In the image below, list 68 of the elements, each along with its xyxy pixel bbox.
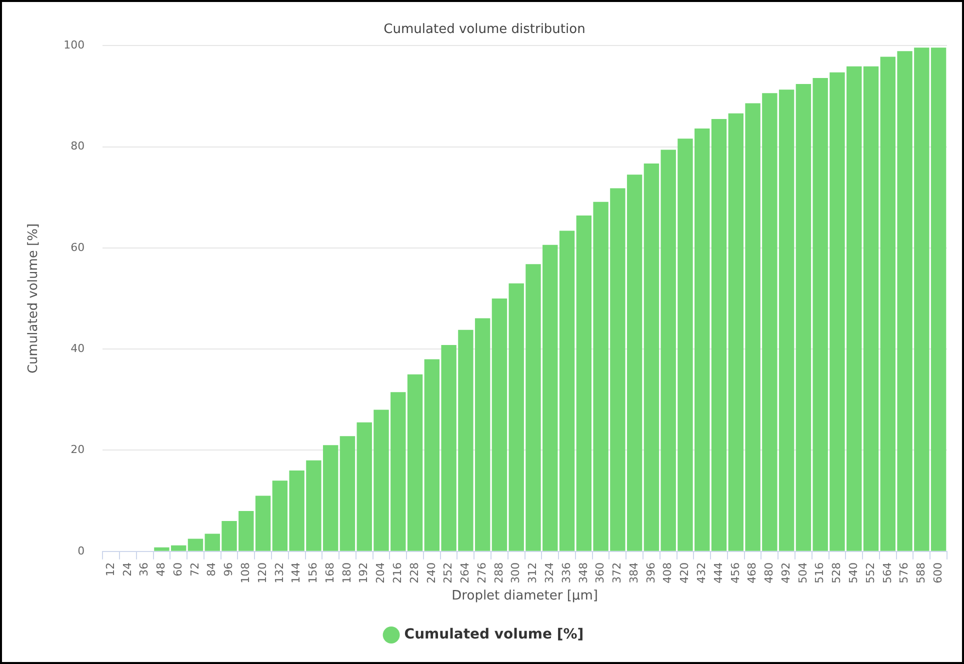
- bar: [255, 496, 271, 551]
- x-tick-label: 504: [796, 562, 810, 584]
- legend-label: Cumulated volume [%]: [404, 626, 584, 643]
- x-tick-label: 588: [914, 562, 928, 584]
- x-tick-label: 420: [678, 562, 692, 584]
- y-tick-label: 0: [78, 544, 85, 558]
- bar: [492, 298, 508, 551]
- x-tick-label: 468: [746, 562, 759, 584]
- x-tick-label: 276: [475, 562, 488, 584]
- y-tick-label: 100: [64, 38, 85, 52]
- x-tick-label: 444: [712, 562, 725, 584]
- y-tick-label: 80: [70, 140, 85, 153]
- x-tick-label: 576: [898, 562, 911, 584]
- x-tick-label: 108: [239, 562, 252, 584]
- bar: [188, 538, 204, 551]
- x-tick-label: 228: [408, 562, 421, 584]
- x-tick-label: 48: [154, 562, 168, 576]
- x-tick-label: 312: [526, 562, 540, 584]
- x-tick-label: 528: [830, 562, 844, 584]
- x-tick-label: 132: [272, 562, 286, 584]
- x-tick-label: 300: [509, 562, 522, 584]
- x-tick-label: 252: [442, 562, 455, 584]
- x-tick-label: 84: [205, 562, 218, 576]
- y-tick-label: 20: [70, 443, 85, 456]
- x-tick-label: 480: [762, 562, 776, 584]
- x-tick-label: 240: [424, 562, 438, 584]
- bar: [340, 436, 356, 551]
- x-tick-label: 384: [627, 562, 640, 584]
- x-tick-label: 600: [931, 562, 944, 584]
- y-tick-label: 60: [70, 240, 85, 254]
- y-axis-title: Cumulated volume [%]: [26, 223, 42, 374]
- x-tick-label: 396: [644, 562, 658, 584]
- x-tick-label: 168: [323, 562, 336, 584]
- x-tick-label: 564: [880, 562, 894, 584]
- x-tick-label: 156: [306, 562, 320, 584]
- x-tick-label: 36: [138, 562, 151, 576]
- y-tick-label: 40: [70, 342, 85, 355]
- x-tick-label: 204: [374, 562, 388, 584]
- bar: [711, 118, 727, 551]
- x-tick-label: 120: [256, 562, 269, 584]
- x-tick-label: 144: [290, 562, 303, 584]
- x-tick-label: 432: [694, 562, 708, 584]
- x-tick-label: 12: [104, 562, 117, 576]
- x-tick-label: 336: [560, 562, 573, 584]
- x-tick-label: 60: [171, 562, 184, 576]
- x-tick-label: 24: [120, 562, 134, 576]
- x-tick-label: 492: [779, 562, 792, 584]
- x-tick-label: 72: [188, 562, 202, 576]
- x-tick-label: 348: [576, 562, 590, 584]
- x-tick-label: 264: [458, 562, 472, 584]
- bar: [559, 230, 575, 551]
- bar: [863, 66, 879, 551]
- x-tick-label: 408: [661, 562, 674, 584]
- x-tick-label: 456: [728, 562, 742, 584]
- x-tick-label: 192: [357, 562, 370, 584]
- chart-title: Cumulated volume distribution: [384, 22, 586, 38]
- bar: [407, 374, 423, 551]
- x-tick-label: 552: [864, 562, 877, 584]
- x-axis-title: Droplet diameter [µm]: [452, 588, 598, 604]
- x-tick-label: 324: [542, 562, 556, 584]
- x-tick-label: 540: [846, 562, 860, 584]
- x-tick-label: 96: [222, 562, 236, 576]
- x-tick-label: 372: [610, 562, 624, 584]
- x-tick-label: 180: [340, 562, 354, 584]
- x-tick-label: 360: [594, 562, 607, 584]
- x-tick-label: 288: [492, 562, 506, 584]
- x-tick-label: 216: [390, 562, 404, 584]
- x-tick-label: 516: [813, 562, 826, 584]
